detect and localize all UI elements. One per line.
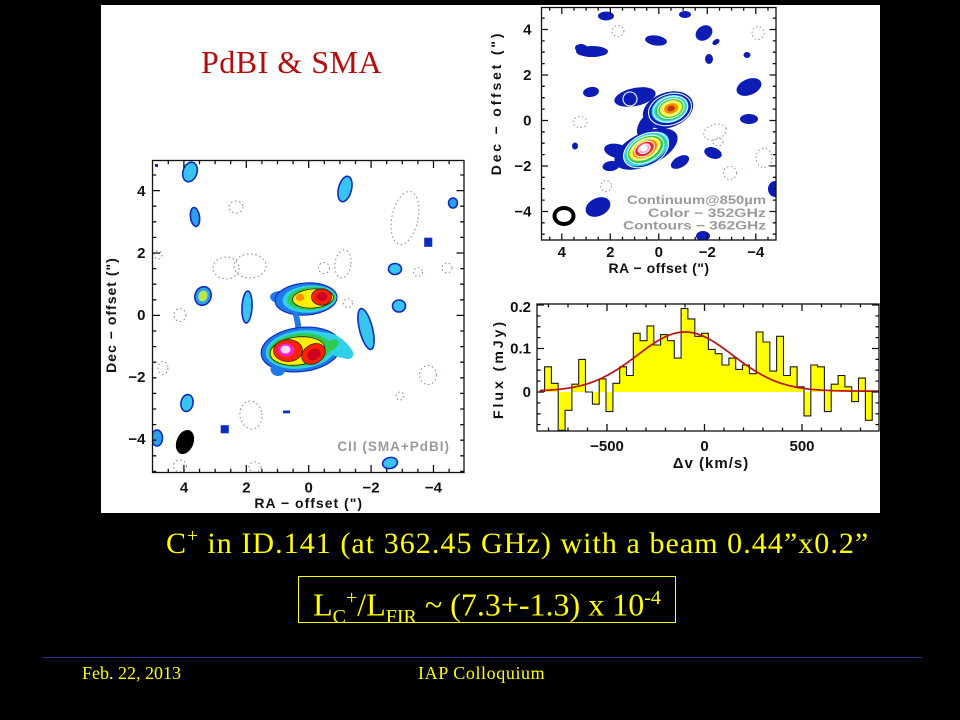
svg-text:RA − offset ("): RA − offset (") xyxy=(254,495,363,511)
svg-text:−4: −4 xyxy=(514,204,532,221)
svg-text:CII (SMA+PdBI): CII (SMA+PdBI) xyxy=(337,439,450,454)
svg-text:4: 4 xyxy=(523,22,532,39)
svg-text:2: 2 xyxy=(242,480,250,497)
svg-text:−2: −2 xyxy=(699,244,716,261)
svg-text:Continuum@850µm: Continuum@850µm xyxy=(627,193,766,207)
svg-text:−4: −4 xyxy=(128,431,146,448)
svg-text:4: 4 xyxy=(558,244,567,261)
svg-text:4: 4 xyxy=(137,183,146,200)
svg-text:RA − offset ("): RA − offset (") xyxy=(608,260,709,276)
svg-text:0.1: 0.1 xyxy=(510,341,531,358)
svg-text:0: 0 xyxy=(655,244,663,261)
svg-text:−500: −500 xyxy=(590,438,624,455)
svg-text:−2: −2 xyxy=(128,369,145,386)
svg-text:−2: −2 xyxy=(362,480,379,497)
svg-text:Dec − offset ("): Dec − offset (") xyxy=(103,257,119,373)
svg-text:−4: −4 xyxy=(425,480,443,497)
svg-text:0: 0 xyxy=(137,307,145,324)
svg-text:0: 0 xyxy=(523,384,531,401)
svg-text:−4: −4 xyxy=(747,244,765,261)
svg-text:Color − 352GHz: Color − 352GHz xyxy=(648,206,766,220)
svg-text:2: 2 xyxy=(137,245,145,262)
svg-text:2: 2 xyxy=(606,244,614,261)
svg-text:−2: −2 xyxy=(514,158,531,175)
svg-text:Contours − 362GHz: Contours − 362GHz xyxy=(623,219,766,233)
svg-text:500: 500 xyxy=(789,438,814,455)
svg-text:4: 4 xyxy=(180,480,189,497)
svg-text:0: 0 xyxy=(523,113,531,130)
svg-text:Dec − offset ("): Dec − offset (") xyxy=(488,31,504,175)
svg-text:0: 0 xyxy=(305,480,313,497)
svg-text:2: 2 xyxy=(523,67,531,84)
svg-text:0: 0 xyxy=(700,438,708,455)
svg-text:Flux (mJy): Flux (mJy) xyxy=(490,319,506,419)
svg-text:0.2: 0.2 xyxy=(510,299,531,316)
svg-text:Δv (km/s): Δv (km/s) xyxy=(673,455,749,472)
